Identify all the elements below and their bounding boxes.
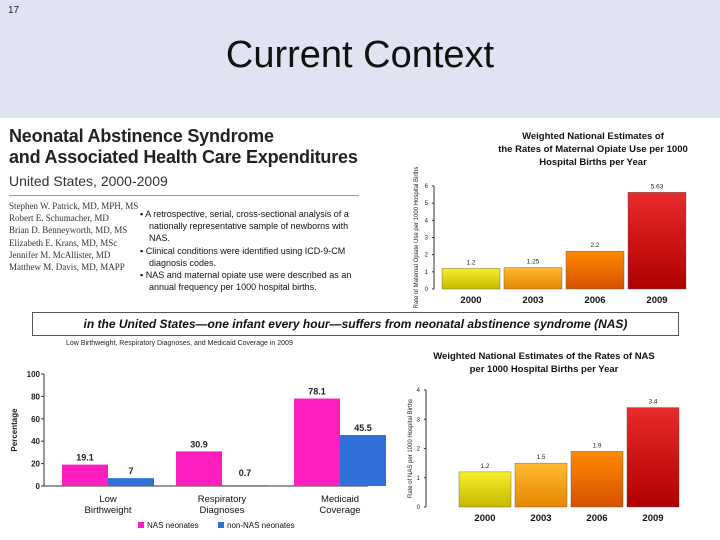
x-tick-label: 2003 <box>530 513 551 524</box>
y-tick-label: 60 <box>31 415 40 424</box>
chart-title-line: per 1000 Hospital Births per Year <box>470 364 619 375</box>
y-axis-label: Percentage <box>10 408 19 452</box>
bar <box>627 192 687 290</box>
nas-banner: in the United States—one infant every ho… <box>32 312 679 336</box>
y-axis-label: Rate of Maternal Opiate Use per 1000 Hos… <box>414 167 420 309</box>
data-label: 0.7 <box>239 468 252 478</box>
author: Brian D. Benneyworth, MD, MS <box>9 225 128 236</box>
data-label: 5.63 <box>651 183 664 190</box>
slide-title: Current Context <box>225 34 495 76</box>
y-tick-label: 5 <box>425 201 429 207</box>
article-card: Neonatal Abstinence Syndrome and Associa… <box>0 118 368 308</box>
maternal-opiate-chart: Weighted National Estimates of the Rates… <box>414 131 688 309</box>
x-tick-label: 2003 <box>522 295 543 306</box>
y-axis-label: Rate of NAS per 1000 Hospital Births <box>408 399 414 498</box>
bar <box>570 451 624 508</box>
legend-swatch <box>138 522 144 528</box>
x-tick-label: Diagnoses <box>200 505 245 516</box>
y-tick-label: 80 <box>31 392 40 401</box>
nas-rate-chart: Weighted National Estimates of the Rates… <box>408 351 680 524</box>
data-label: 7 <box>128 466 133 476</box>
author: Robert E. Schumacher, MD <box>9 213 109 224</box>
chart-title-line: Weighted National Estimates of the Rates… <box>433 351 655 362</box>
y-tick-label: 0 <box>425 287 429 293</box>
y-tick-label: 40 <box>31 437 40 446</box>
y-tick-label: 3 <box>425 236 429 242</box>
x-tick-label: 2000 <box>460 295 481 306</box>
article-divider <box>9 195 359 196</box>
bar <box>503 267 563 290</box>
author: Stephen W. Patrick, MD, MPH, MS <box>9 201 139 211</box>
y-tick-label: 0 <box>417 505 421 511</box>
bar <box>294 398 340 486</box>
bullet-item: ▪ A retrospective, serial, cross-section… <box>140 209 349 244</box>
x-tick-label: Birthweight <box>85 505 132 516</box>
data-label: 3.4 <box>648 399 657 406</box>
x-tick-label: Coverage <box>319 505 360 516</box>
data-label: 1.5 <box>536 454 545 461</box>
chart-title-line: Weighted National Estimates of <box>522 131 665 142</box>
author-list: Stephen W. Patrick, MD, MPH, MS Robert E… <box>9 200 138 273</box>
bullet-item: ▪ Clinical conditions were identified us… <box>140 245 346 268</box>
bar <box>441 268 501 290</box>
article-subtitle: United States, 2000-2009 <box>9 173 168 189</box>
article-title-line-2: and Associated Health Care Expenditures <box>9 147 358 167</box>
data-label: 2.2 <box>590 242 599 249</box>
legend-label: non-NAS neonates <box>227 521 295 530</box>
bar <box>340 435 386 486</box>
x-tick-label: Medicaid <box>321 494 359 505</box>
x-tick-label: Low <box>99 494 117 505</box>
x-tick-label: 2000 <box>474 513 495 524</box>
y-tick-label: 6 <box>425 184 429 190</box>
data-label: 1.2 <box>466 259 475 266</box>
bar <box>62 464 108 486</box>
birthweight-respiratory-medicaid-chart: Low Birthweight, Respiratory Diagnoses, … <box>10 340 386 530</box>
x-tick-label: 2006 <box>584 295 605 306</box>
author: Jennifer M. McAllister, MD <box>9 249 111 260</box>
data-label: 19.1 <box>76 453 94 463</box>
article-title-line-1: Neonatal Abstinence Syndrome <box>9 126 274 146</box>
legend-label: NAS neonates <box>147 521 199 530</box>
data-label: 78.1 <box>308 387 326 397</box>
x-tick-label: 2006 <box>586 513 607 524</box>
chart-title: Low Birthweight, Respiratory Diagnoses, … <box>66 340 293 347</box>
author: Matthew M. Davis, MD, MAPP <box>9 262 125 273</box>
slide-number: 17 <box>8 5 20 16</box>
data-label: 30.9 <box>190 439 208 449</box>
bar <box>108 478 154 486</box>
y-tick-label: 100 <box>27 370 41 379</box>
x-tick-label: Respiratory <box>198 494 247 505</box>
article-title: Neonatal Abstinence Syndrome and Associa… <box>9 126 358 168</box>
y-tick-label: 0 <box>36 482 41 491</box>
data-label: 1.9 <box>592 442 601 449</box>
chart-title-line: the Rates of Maternal Opiate Use per 100… <box>498 144 688 155</box>
bar <box>458 471 512 508</box>
bar <box>514 462 568 508</box>
chart-title-line: Hospital Births per Year <box>539 157 647 168</box>
x-tick-label: 2009 <box>642 513 663 524</box>
y-tick-label: 2 <box>417 447 421 453</box>
author: Elizabeth E. Krans, MD, MSc <box>9 237 118 248</box>
data-label: 1.25 <box>527 259 540 266</box>
x-tick-label: 2009 <box>646 295 667 306</box>
bar <box>626 407 680 508</box>
bar <box>222 485 268 486</box>
title-band <box>0 0 720 118</box>
bar <box>565 251 625 290</box>
y-tick-label: 20 <box>31 460 40 469</box>
bullet-list: ▪ A retrospective, serial, cross-section… <box>140 208 370 293</box>
y-tick-label: 1 <box>417 476 421 482</box>
data-label: 45.5 <box>354 423 372 433</box>
y-tick-label: 4 <box>425 218 429 224</box>
bullet-item: ▪ NAS and maternal opiate use were descr… <box>140 270 352 293</box>
y-tick-label: 2 <box>425 253 429 259</box>
y-tick-label: 4 <box>417 388 421 394</box>
data-label: 1.2 <box>480 463 489 470</box>
legend-swatch <box>218 522 224 528</box>
bar <box>176 451 222 486</box>
y-tick-label: 1 <box>425 270 429 276</box>
y-tick-label: 3 <box>417 417 421 423</box>
